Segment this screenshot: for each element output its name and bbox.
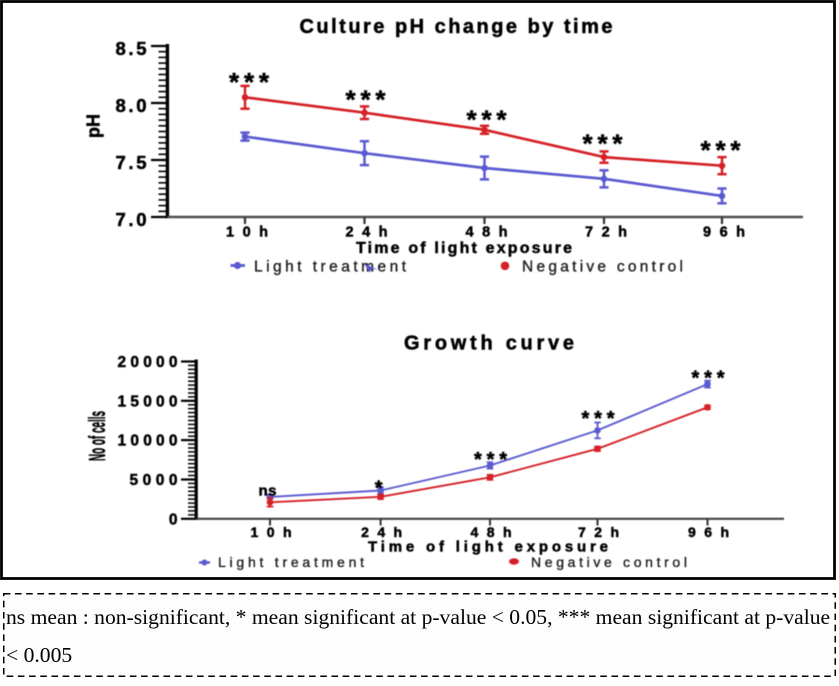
svg-text:***: *** — [583, 128, 624, 158]
svg-text:No of cells: No of cells — [84, 411, 110, 461]
svg-text:***: *** — [229, 67, 270, 97]
svg-text:24h: 24h — [346, 225, 388, 241]
svg-text:7.0: 7.0 — [116, 209, 147, 230]
svg-text:***: *** — [582, 408, 615, 430]
svg-text:8.5: 8.5 — [116, 38, 147, 59]
svg-text:Light treatment: Light treatment — [218, 554, 364, 570]
svg-text:10h: 10h — [251, 524, 292, 540]
svg-text:7.5: 7.5 — [116, 152, 147, 173]
svg-text:***: *** — [701, 135, 742, 165]
svg-text:8.0: 8.0 — [116, 95, 147, 116]
svg-text:15000: 15000 — [118, 393, 178, 410]
svg-text:Light treatment: Light treatment — [254, 259, 407, 276]
svg-text:Negative control: Negative control — [531, 554, 687, 570]
svg-text:ns: ns — [259, 483, 277, 500]
svg-text:*: * — [375, 478, 383, 500]
svg-text:Culture pH change by time: Culture pH change by time — [300, 16, 613, 38]
svg-text:96h: 96h — [703, 225, 745, 241]
svg-text:***: *** — [474, 449, 507, 471]
svg-text:***: *** — [346, 84, 387, 114]
svg-text:Time of light exposure: Time of light exposure — [356, 240, 572, 257]
svg-text:20000: 20000 — [118, 354, 178, 371]
svg-text:Growth curve: Growth curve — [404, 333, 574, 355]
svg-text:10h: 10h — [226, 225, 268, 241]
svg-text:48h: 48h — [466, 225, 508, 241]
svg-text:***: *** — [692, 368, 725, 390]
svg-text:10000: 10000 — [118, 433, 178, 450]
svg-text:pH: pH — [84, 114, 104, 138]
svg-text:72h: 72h — [585, 225, 627, 241]
svg-text:96h: 96h — [688, 524, 729, 540]
svg-text:Negative control: Negative control — [522, 259, 683, 276]
svg-text:***: *** — [467, 104, 508, 134]
svg-text:0: 0 — [169, 511, 178, 528]
